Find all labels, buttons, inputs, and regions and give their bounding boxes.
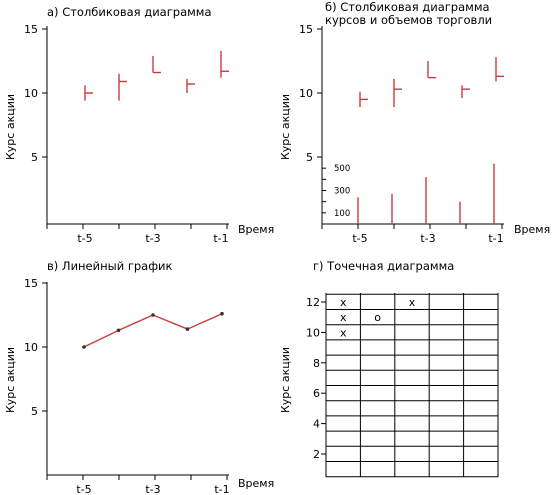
- x-tick-label: t-1: [488, 232, 503, 245]
- volume-tick-label: 100: [334, 209, 350, 219]
- data-point: [151, 313, 155, 317]
- chart-a-ylabel: Курс акции: [4, 94, 17, 160]
- x-mark: x: [409, 296, 416, 309]
- chart-a-title: а) Столбиковая диаграмма: [47, 5, 212, 19]
- x-tick-label: t-5: [352, 232, 367, 245]
- data-point: [116, 328, 121, 333]
- chart-a-xlabel: Время: [238, 223, 274, 236]
- y-tick-label: 5: [306, 151, 313, 164]
- y-tick-label: 8: [313, 357, 320, 370]
- chart-c-ylabel: Курс акции: [4, 347, 17, 413]
- chart-c-xlabel: Время: [238, 477, 274, 490]
- chart-b-title-line1: б) Столбиковая диаграмма: [325, 0, 490, 14]
- chart-b-ylabel: Курс акции: [279, 94, 292, 160]
- chart-b-xlabel: Время: [514, 223, 550, 236]
- x-mark: x: [340, 296, 347, 309]
- volume-tick-label: 500: [334, 164, 350, 174]
- data-point: [82, 345, 86, 349]
- chart-c-title: в) Линейный график: [47, 259, 173, 273]
- y-tick-label: 15: [299, 23, 313, 36]
- y-tick-label: 2: [313, 448, 320, 461]
- x-tick-label: t-1: [213, 232, 228, 245]
- x-tick-label: t-5: [77, 232, 92, 245]
- y-tick-label: 15: [24, 23, 38, 36]
- y-tick-label: 12: [306, 296, 320, 309]
- volume-tick-label: 300: [334, 187, 350, 197]
- o-mark: o: [374, 311, 381, 324]
- chart-c: в) Линейный график Курс акции Время 15 10…: [4, 259, 274, 495]
- x-mark: x: [340, 311, 347, 324]
- series-line: [83, 313, 223, 348]
- chart-d: г) Точечная диаграмма Курс акции 12 10 8 6 4…: [279, 259, 499, 478]
- y-tick-label: 10: [306, 326, 320, 339]
- chart-d-title: г) Точечная диаграмма: [313, 259, 454, 273]
- y-tick-label: 10: [24, 341, 38, 354]
- x-tick-label: t-5: [76, 483, 91, 495]
- y-tick-label: 4: [313, 418, 320, 431]
- data-point: [220, 311, 224, 316]
- chart-a: а) Столбиковая диаграмма Курс акции Врем…: [4, 5, 274, 245]
- x-tick-label: t-3: [145, 483, 160, 495]
- y-tick-label: 10: [299, 87, 313, 100]
- chart-b: б) Столбиковая диаграмма курсов и объемо…: [279, 0, 550, 245]
- chart-d-ylabel: Курс акции: [279, 347, 292, 413]
- x-tick-label: t-1: [214, 483, 229, 495]
- y-tick-label: 5: [31, 405, 38, 418]
- x-tick-label: t-3: [145, 232, 160, 245]
- x-tick-label: t-3: [420, 232, 435, 245]
- y-tick-label: 15: [24, 277, 38, 290]
- data-point: [185, 327, 190, 331]
- y-tick-label: 6: [313, 387, 320, 400]
- y-tick-label: 10: [24, 87, 38, 100]
- y-tick-label: 5: [31, 151, 38, 164]
- x-mark: x: [340, 326, 347, 339]
- chart-b-title-line2: курсов и объемов торговли: [325, 13, 492, 27]
